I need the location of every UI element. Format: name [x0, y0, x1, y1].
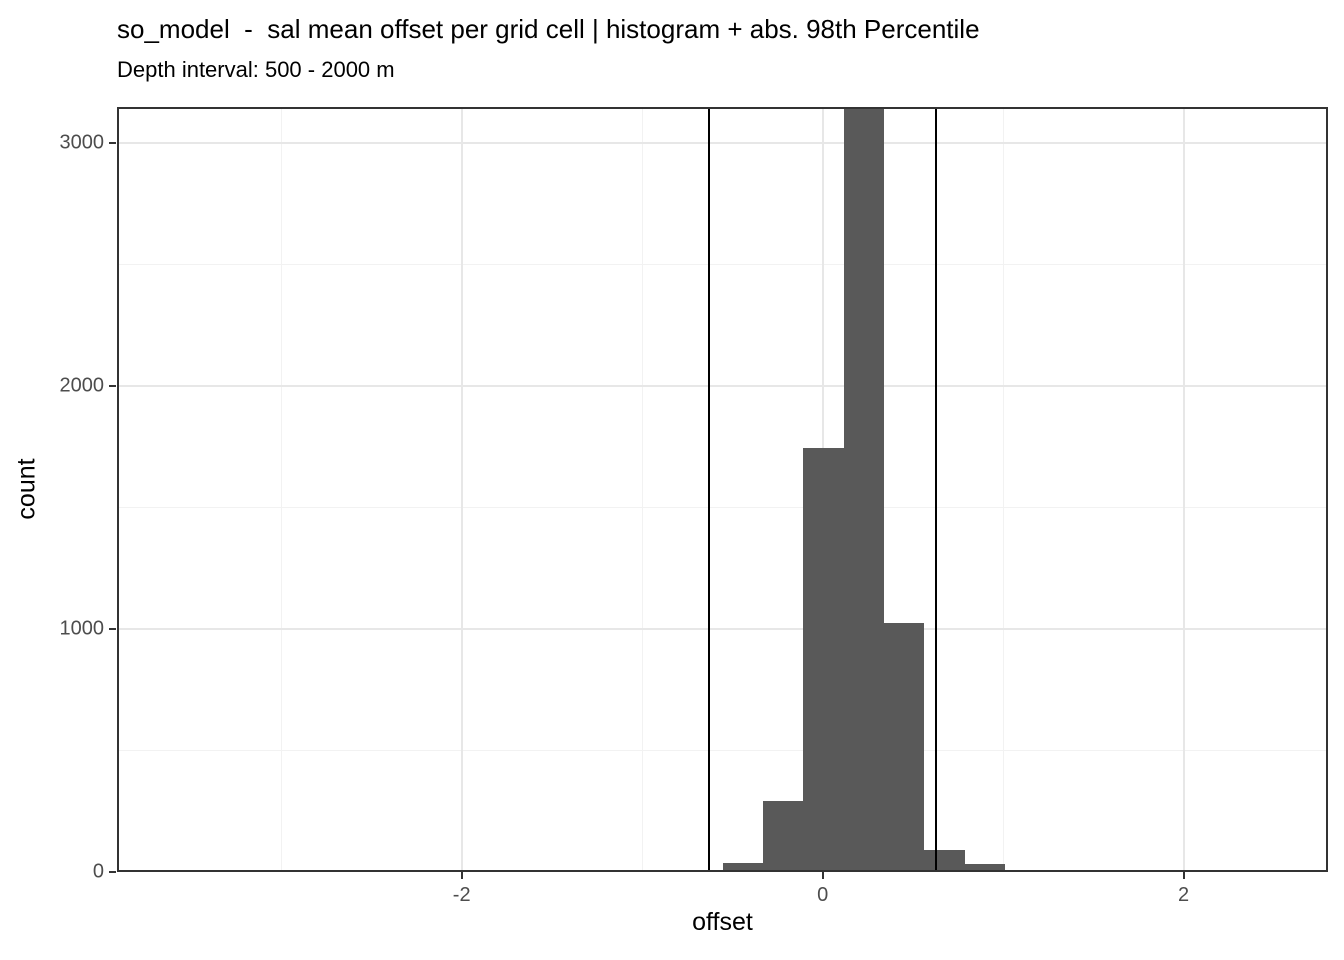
y-tick-mark: [109, 384, 116, 387]
x-tick-label: 2: [1178, 884, 1190, 906]
y-minor-gridline: [117, 263, 1328, 265]
y-minor-gridline: [117, 506, 1328, 508]
x-tick-mark: [821, 872, 824, 879]
x-major-gridline: [1182, 107, 1185, 872]
histogram-bar: [843, 107, 884, 872]
y-major-gridline: [117, 627, 1328, 630]
y-major-gridline: [117, 141, 1328, 144]
chart-subtitle: Depth interval: 500 - 2000 m: [117, 57, 395, 82]
x-tick-label: 0: [817, 884, 829, 906]
y-major-gridline: [117, 384, 1328, 387]
y-axis-title: count: [12, 458, 41, 520]
histogram-bar: [964, 863, 1006, 872]
chart-title: so_model - sal mean offset per grid cell…: [117, 14, 980, 44]
y-minor-gridline: [117, 749, 1328, 751]
percentile-vline: [707, 107, 710, 872]
x-major-gridline: [460, 107, 463, 872]
y-tick-mark: [109, 141, 116, 144]
x-tick-mark: [460, 872, 463, 879]
histogram-bar: [924, 849, 965, 872]
y-tick-label: 1000: [59, 617, 105, 640]
y-tick-label: 0: [92, 860, 104, 883]
y-tick-label: 2000: [59, 374, 105, 397]
percentile-vline: [935, 107, 938, 872]
x-axis-title: offset: [692, 908, 753, 936]
x-tick-label: -2: [452, 884, 471, 906]
x-tick-mark: [1182, 872, 1185, 879]
histogram-bar: [884, 623, 925, 872]
x-minor-gridline: [280, 107, 282, 872]
x-minor-gridline: [641, 107, 643, 872]
histogram-bar: [722, 863, 764, 872]
y-tick-mark: [109, 871, 116, 873]
histogram-bar: [682, 870, 723, 872]
histogram-bar: [803, 448, 844, 872]
histogram-bar: [763, 801, 804, 872]
x-minor-gridline: [1002, 107, 1004, 872]
y-tick-mark: [109, 627, 116, 630]
plot-panel: [117, 107, 1328, 872]
y-tick-label: 3000: [59, 131, 105, 153]
